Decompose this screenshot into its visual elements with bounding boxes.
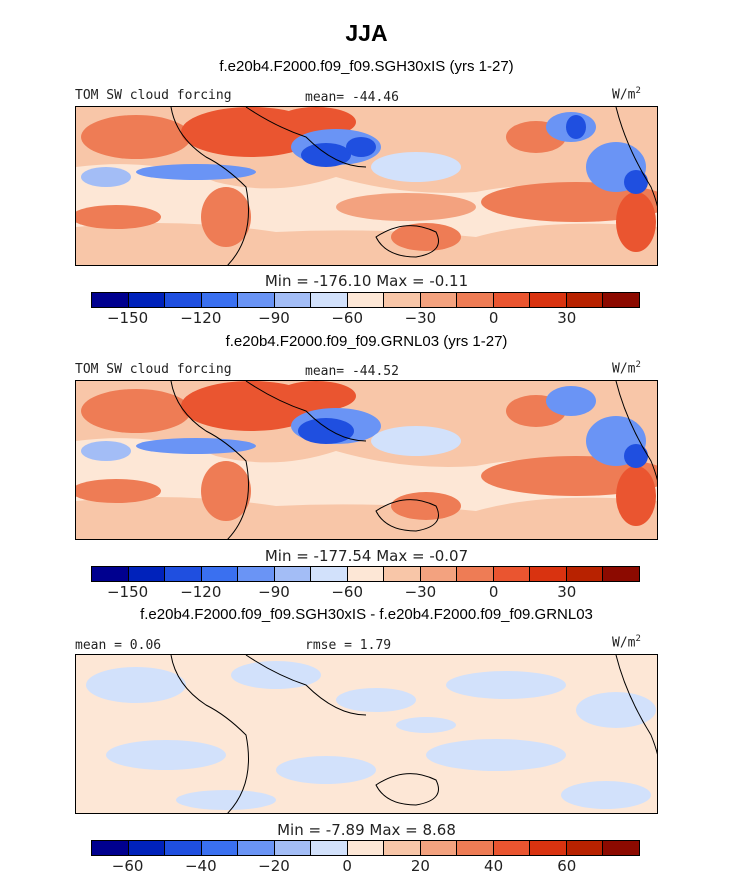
colorbar-swatch [92, 293, 129, 307]
colorbar-tick-label: 30 [557, 583, 577, 601]
colorbar-swatch [274, 567, 312, 581]
colorbar-swatch [238, 841, 275, 855]
colorbar-tick-label: −90 [258, 583, 290, 601]
panel3-minmax: Min = -7.89 Max = 8.68 [277, 821, 456, 839]
colorbar-tick-label: −150 [106, 309, 149, 327]
colorbar-swatch [420, 293, 458, 307]
figure-title: JJA [345, 20, 388, 46]
panel1-mean-label: mean= -44.46 [305, 90, 399, 105]
colorbar-swatch [530, 293, 567, 307]
colorbar-swatch [201, 293, 239, 307]
panel3-map [75, 654, 658, 814]
colorbar-swatch [165, 841, 202, 855]
panel2-colorbar-ticks: −150 −120 −90 −60 −30 0 30 [91, 583, 640, 601]
colorbar-swatch [457, 841, 494, 855]
colorbar-swatch [238, 567, 275, 581]
colorbar-tick-label: −120 [180, 583, 222, 601]
colorbar-swatch [92, 841, 129, 855]
colorbar-swatch [165, 567, 202, 581]
colorbar-tick-label: −30 [404, 583, 437, 601]
colorbar-swatch [530, 841, 567, 855]
panel3-subtitle: f.e20b4.F2000.f09_f09.SGH30xIS - f.e20b4… [140, 606, 593, 623]
colorbar-tick-label: −120 [180, 309, 222, 327]
colorbar-swatch [603, 567, 639, 581]
panel1-map [75, 106, 658, 266]
colorbar-swatch [347, 293, 385, 307]
colorbar-tick-label: −90 [258, 309, 290, 327]
panel3-colorbar-ticks: −60 −40 −20 0 20 40 60 [91, 857, 640, 875]
panel3-mean-label: mean = 0.06 [75, 638, 162, 653]
colorbar-swatch [493, 293, 531, 307]
colorbar-tick-label: −40 [184, 857, 217, 875]
colorbar-swatch [311, 293, 348, 307]
colorbar-tick-label: 0 [342, 857, 352, 875]
panel3-colorbar [91, 840, 640, 856]
colorbar-swatch [311, 841, 348, 855]
colorbar-swatch [603, 293, 639, 307]
colorbar-swatch [347, 567, 385, 581]
panel1-colorbar-ticks: −150 −120 −90 −60 −30 0 30 [91, 309, 640, 327]
panel2-mean-label: mean= -44.52 [305, 364, 399, 379]
colorbar-swatch [384, 567, 421, 581]
colorbar-swatch [128, 841, 166, 855]
panel1-variable-label: TOM SW cloud forcing [75, 88, 232, 103]
colorbar-swatch [493, 567, 531, 581]
colorbar-swatch [238, 293, 275, 307]
panel1-minmax: Min = -176.10 Max = -0.11 [264, 272, 469, 290]
panel3-units-label: W/m2 [612, 634, 641, 651]
colorbar-swatch [603, 841, 639, 855]
colorbar-swatch [493, 841, 531, 855]
colorbar-swatch [384, 293, 421, 307]
colorbar-swatch [311, 567, 348, 581]
colorbar-tick-label: 0 [488, 309, 499, 327]
colorbar-swatch [566, 841, 604, 855]
panel2-minmax: Min = -177.54 Max = -0.07 [264, 547, 469, 565]
colorbar-tick-label: 40 [484, 857, 504, 875]
colorbar-swatch [384, 841, 421, 855]
colorbar-swatch [420, 841, 458, 855]
colorbar-swatch [128, 293, 166, 307]
colorbar-tick-label: 60 [557, 857, 577, 875]
panel2-subtitle: f.e20b4.F2000.f09_f09.GRNL03 (yrs 1-27) [225, 333, 508, 350]
colorbar-swatch [347, 841, 385, 855]
colorbar-tick-label: 0 [488, 583, 499, 601]
colorbar-tick-label: −60 [331, 309, 364, 327]
colorbar-swatch [128, 567, 166, 581]
colorbar-swatch [566, 293, 604, 307]
colorbar-tick-label: −60 [111, 857, 144, 875]
colorbar-swatch [566, 567, 604, 581]
panel1-subtitle: f.e20b4.F2000.f09_f09.SGH30xIS (yrs 1-27… [219, 58, 514, 75]
colorbar-swatch [201, 567, 239, 581]
colorbar-tick-label: 30 [557, 309, 577, 327]
colorbar-swatch [530, 567, 567, 581]
colorbar-tick-label: −60 [331, 583, 364, 601]
colorbar-tick-label: −150 [106, 583, 149, 601]
colorbar-swatch [457, 567, 494, 581]
colorbar-swatch [92, 567, 129, 581]
colorbar-swatch [274, 293, 312, 307]
colorbar-tick-label: −20 [258, 857, 290, 875]
panel2-colorbar [91, 566, 640, 582]
panel2-variable-label: TOM SW cloud forcing [75, 362, 232, 377]
colorbar-swatch [457, 293, 494, 307]
colorbar-tick-label: −30 [404, 309, 437, 327]
colorbar-swatch [165, 293, 202, 307]
panel2-units-label: W/m2 [612, 360, 641, 377]
colorbar-tick-label: 20 [410, 857, 430, 875]
panel1-units-label: W/m2 [612, 86, 641, 103]
panel1-colorbar [91, 292, 640, 308]
colorbar-swatch [274, 841, 312, 855]
panel3-rmse-label: rmse = 1.79 [305, 638, 392, 653]
colorbar-swatch [420, 567, 458, 581]
panel2-map [75, 380, 658, 540]
colorbar-swatch [201, 841, 239, 855]
